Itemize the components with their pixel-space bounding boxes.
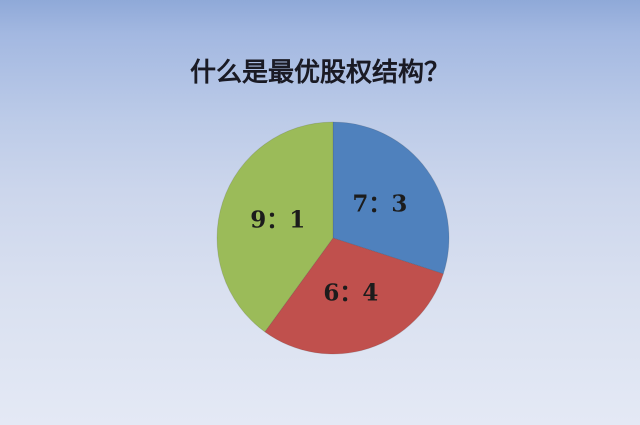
pie-slice-1 xyxy=(264,237,444,355)
pie-slice-0 xyxy=(332,121,450,275)
chart-title: 什么是最优股权结构？ xyxy=(189,58,450,88)
pie-slice-label-2: 9：1 xyxy=(250,207,305,234)
pie-slice-label-0: 7：3 xyxy=(352,190,407,217)
pie-slice-label-1: 6：4 xyxy=(323,280,378,307)
pie-slice-2 xyxy=(216,121,334,333)
